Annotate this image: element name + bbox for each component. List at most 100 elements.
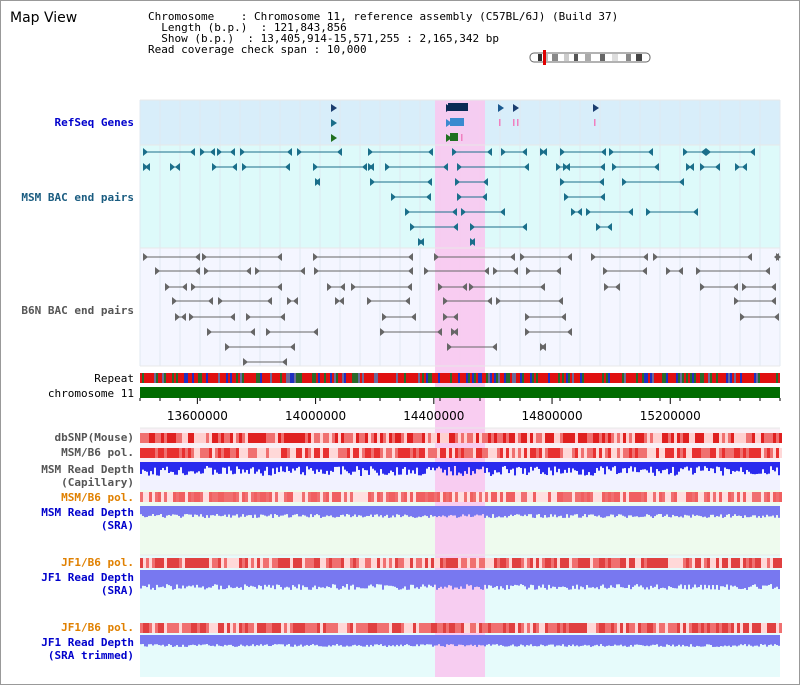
dbsnp-heat xyxy=(338,433,341,443)
msm-b6-pol-heat xyxy=(524,448,527,458)
msm-sra-depth xyxy=(400,506,402,518)
track-label-jf1-depth-sra[interactable]: JF1 Read Depth (SRA) xyxy=(41,571,134,597)
jf1-b6-pol-heat xyxy=(398,558,401,568)
msm-b6-pol-sra-heat xyxy=(437,492,440,502)
msm-b6-pol-heat xyxy=(542,448,545,458)
repeat-segment xyxy=(320,373,322,383)
msm-bac-pair-end xyxy=(501,148,506,156)
msm-capillary-depth xyxy=(312,462,314,471)
track-label-refseq[interactable]: RefSeq Genes xyxy=(54,116,134,129)
msm-bac-pair-end xyxy=(443,163,448,171)
msm-b6-pol-sra-heat xyxy=(212,492,215,502)
jf1-sra-depth xyxy=(164,570,166,588)
msm-capillary-depth xyxy=(372,462,374,469)
track-label-dbsnp[interactable]: dbSNP(Mouse) xyxy=(54,431,134,444)
jf1-sra-depth xyxy=(530,570,532,585)
msm-capillary-depth xyxy=(450,462,452,472)
msm-capillary-depth xyxy=(640,462,642,470)
track-label-msm-bac[interactable]: MSM BAC end pairs xyxy=(21,191,134,204)
msm-sra-depth xyxy=(658,506,660,515)
jf1-sra-depth xyxy=(260,570,262,586)
msm-b6-pol-heat xyxy=(182,448,185,458)
jf1-trimmed-depth xyxy=(364,635,366,647)
jf1-trimmed-depth xyxy=(672,635,674,645)
repeat-segment xyxy=(750,373,752,383)
jf1-sra-depth xyxy=(672,570,674,588)
jf1-sra-depth xyxy=(438,570,440,588)
jf1-trimmed-depth xyxy=(710,635,712,646)
repeat-segment xyxy=(670,373,672,383)
msm-sra-depth xyxy=(424,506,426,516)
refseq-gene xyxy=(331,104,337,112)
repeat-segment xyxy=(542,373,544,383)
msm-capillary-depth xyxy=(262,462,264,476)
msm-b6-pol-sra-heat xyxy=(158,492,161,502)
msm-sra-depth xyxy=(530,506,532,515)
jf1-trimmed-depth xyxy=(516,635,518,647)
repeat-segment xyxy=(522,373,524,383)
msm-b6-pol-sra-heat xyxy=(308,492,311,502)
track-label-msm-depth-sra[interactable]: MSM Read Depth (SRA) xyxy=(41,506,134,532)
jf1-sra-depth xyxy=(228,570,230,586)
track-label-msm-b6-pol-1[interactable]: MSM/B6 pol. xyxy=(61,446,134,459)
msm-sra-depth xyxy=(612,506,614,515)
dbsnp-heat xyxy=(740,433,743,443)
jf1-sra-depth xyxy=(406,570,408,590)
track-label-msm-depth-capillary[interactable]: MSM Read Depth (Capillary) xyxy=(41,463,134,489)
msm-sra-depth xyxy=(552,506,554,517)
jf1-b6-pol-trimmed-heat xyxy=(494,623,497,633)
jf1-b6-pol-trimmed-heat xyxy=(362,623,365,633)
jf1-trimmed-depth xyxy=(292,635,294,647)
repeat-segment xyxy=(394,373,396,383)
msm-sra-depth xyxy=(548,506,550,518)
jf1-b6-pol-heat xyxy=(443,558,446,568)
msm-b6-pol-sra-heat xyxy=(632,492,635,502)
msm-bac-pair-end xyxy=(419,238,424,246)
msm-b6-pol-heat xyxy=(695,448,698,458)
jf1-sra-depth xyxy=(216,570,218,585)
msm-sra-depth xyxy=(666,506,668,515)
msm-sra-depth xyxy=(418,506,420,517)
track-label-b6n-bac[interactable]: B6N BAC end pairs xyxy=(21,304,134,317)
msm-b6-pol-sra-heat xyxy=(617,492,620,502)
msm-b6-pol-sra-heat xyxy=(194,492,197,502)
jf1-b6-pol-heat xyxy=(527,558,530,568)
jf1-trimmed-depth xyxy=(478,635,480,645)
jf1-b6-pol-trimmed-heat xyxy=(452,623,455,633)
msm-b6-pol-sra-heat xyxy=(497,492,500,502)
msm-bac-pair-end xyxy=(654,163,659,171)
jf1-sra-depth xyxy=(544,570,546,589)
msm-sra-depth xyxy=(252,506,254,518)
jf1-b6-pol-trimmed-heat xyxy=(419,623,422,633)
msm-capillary-depth xyxy=(644,462,646,470)
dbsnp-heat xyxy=(665,433,668,443)
jf1-b6-pol-trimmed-heat xyxy=(212,623,215,633)
dbsnp-heat xyxy=(779,433,782,443)
msm-capillary-depth xyxy=(324,462,326,474)
jf1-trimmed-depth xyxy=(608,635,610,646)
msm-b6-pol-sra-heat xyxy=(740,492,743,502)
b6n-bac-pair-end xyxy=(282,358,287,366)
msm-sra-depth xyxy=(492,506,494,515)
track-label-jf1-depth-trimmed[interactable]: JF1 Read Depth (SRA trimmed) xyxy=(41,636,134,662)
b6n-bac-pair-end xyxy=(182,283,187,291)
jf1-trimmed-depth xyxy=(314,635,316,646)
msm-b6-pol-heat xyxy=(239,448,242,458)
track-label-jf1-b6-pol-1[interactable]: JF1/B6 pol. xyxy=(61,556,134,569)
track-label-jf1-b6-pol-2[interactable]: JF1/B6 pol. xyxy=(61,621,134,634)
msm-capillary-depth xyxy=(496,462,498,473)
msm-b6-pol-sra-heat xyxy=(557,492,560,502)
repeat-segment xyxy=(472,373,474,383)
dbsnp-heat xyxy=(383,433,386,443)
b6n-bac-pair-end xyxy=(340,283,345,291)
msm-sra-depth xyxy=(450,506,452,515)
jf1-trimmed-depth xyxy=(402,635,404,647)
msm-sra-depth xyxy=(706,506,708,518)
msm-bac-pair-end xyxy=(452,148,457,156)
jf1-sra-depth xyxy=(650,570,652,586)
repeat-segment xyxy=(300,373,302,383)
track-label-msm-b6-pol-2[interactable]: MSM/B6 pol. xyxy=(61,491,134,504)
msm-capillary-depth xyxy=(212,462,214,475)
jf1-sra-depth xyxy=(776,570,778,587)
